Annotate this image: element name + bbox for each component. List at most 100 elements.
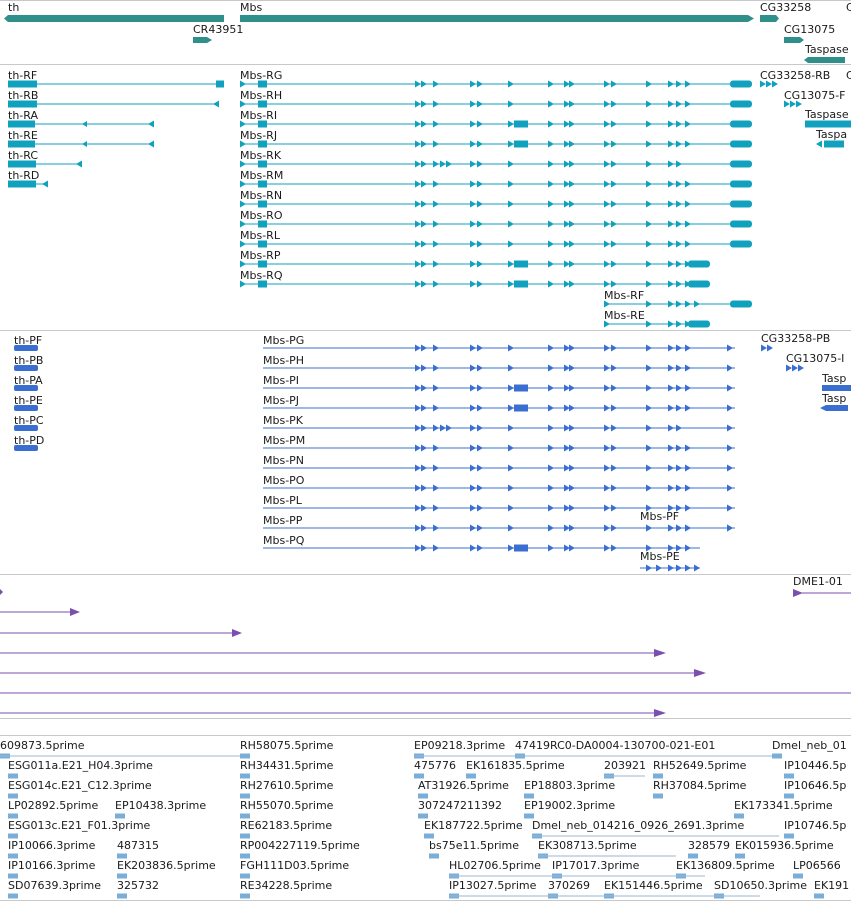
est-block[interactable] bbox=[8, 873, 18, 879]
exon-block[interactable] bbox=[258, 140, 267, 148]
est-block[interactable] bbox=[240, 833, 250, 839]
exon-block[interactable] bbox=[8, 160, 36, 168]
exon-arrow[interactable] bbox=[42, 180, 48, 188]
est-block[interactable] bbox=[240, 773, 250, 779]
exon-block[interactable] bbox=[258, 260, 267, 268]
est-block[interactable] bbox=[424, 833, 434, 839]
protein-block[interactable] bbox=[14, 365, 38, 371]
protein-block[interactable] bbox=[14, 345, 38, 351]
est-block[interactable] bbox=[466, 773, 476, 779]
exon-block[interactable] bbox=[258, 100, 267, 108]
protein-block[interactable] bbox=[514, 384, 528, 392]
est-block[interactable] bbox=[524, 813, 534, 819]
protein-block[interactable] bbox=[14, 405, 38, 411]
exon-arrow[interactable] bbox=[213, 100, 219, 108]
protein-block[interactable] bbox=[822, 385, 851, 391]
est-block[interactable] bbox=[688, 853, 698, 859]
est-block[interactable] bbox=[734, 813, 744, 819]
est-block[interactable] bbox=[117, 893, 127, 899]
est-block[interactable] bbox=[115, 813, 125, 819]
exon-arrow[interactable] bbox=[82, 141, 87, 147]
est-block[interactable] bbox=[429, 853, 439, 859]
protein-block[interactable] bbox=[14, 445, 38, 451]
exon-block[interactable] bbox=[514, 260, 528, 268]
exon-block[interactable] bbox=[8, 80, 37, 88]
est-block[interactable] bbox=[240, 893, 250, 899]
gene-taspase[interactable] bbox=[804, 57, 845, 63]
protein-block[interactable] bbox=[14, 425, 38, 431]
est-block[interactable] bbox=[8, 893, 18, 899]
exon-block[interactable] bbox=[730, 300, 752, 308]
exon-block[interactable] bbox=[258, 120, 267, 128]
gene-cg33258[interactable] bbox=[760, 15, 779, 22]
exon-block[interactable] bbox=[258, 220, 267, 228]
exon-block[interactable] bbox=[730, 100, 752, 108]
exon-block[interactable] bbox=[730, 240, 752, 248]
exon-block[interactable] bbox=[258, 240, 267, 248]
protein-arrow[interactable] bbox=[820, 405, 826, 411]
gene-mbs[interactable] bbox=[240, 15, 754, 22]
cdna-arrow[interactable] bbox=[793, 589, 803, 597]
exon-block[interactable] bbox=[258, 200, 267, 208]
est-block[interactable] bbox=[8, 793, 18, 799]
est-block[interactable] bbox=[784, 773, 794, 779]
exon-block[interactable] bbox=[824, 140, 844, 148]
protein-block[interactable] bbox=[514, 404, 528, 412]
est-block[interactable] bbox=[240, 753, 250, 759]
est-block[interactable] bbox=[735, 853, 745, 859]
protein-block[interactable] bbox=[826, 405, 848, 411]
cdna-arrow[interactable] bbox=[232, 629, 242, 637]
est-block[interactable] bbox=[414, 773, 424, 779]
exon-block[interactable] bbox=[688, 280, 710, 288]
est-block[interactable] bbox=[8, 833, 18, 839]
est-block[interactable] bbox=[240, 853, 250, 859]
exon-block[interactable] bbox=[514, 120, 528, 128]
exon-arrow[interactable] bbox=[148, 120, 154, 128]
exon-block[interactable] bbox=[8, 120, 35, 128]
exon-block[interactable] bbox=[514, 140, 528, 148]
exon-block[interactable] bbox=[8, 100, 37, 108]
est-block[interactable] bbox=[418, 793, 428, 799]
protein-block[interactable] bbox=[514, 544, 528, 552]
est-block[interactable] bbox=[418, 813, 428, 819]
exon-arrow[interactable] bbox=[82, 121, 87, 127]
est-block[interactable] bbox=[240, 873, 250, 879]
exon-block[interactable] bbox=[688, 260, 710, 268]
est-block[interactable] bbox=[117, 853, 127, 859]
cdna-arrow[interactable] bbox=[694, 669, 706, 677]
est-block[interactable] bbox=[814, 893, 824, 899]
exon-block[interactable] bbox=[730, 120, 752, 128]
est-block[interactable] bbox=[8, 813, 18, 819]
exon-arrow[interactable] bbox=[148, 140, 154, 148]
exon-arrow[interactable] bbox=[76, 160, 82, 168]
exon-arrow[interactable] bbox=[816, 140, 822, 148]
exon-block[interactable] bbox=[258, 280, 267, 288]
protein-block[interactable] bbox=[14, 385, 38, 391]
est-block[interactable] bbox=[117, 873, 127, 879]
est-block[interactable] bbox=[8, 853, 18, 859]
est-block[interactable] bbox=[793, 873, 803, 879]
est-block[interactable] bbox=[524, 793, 534, 799]
exon-block[interactable] bbox=[258, 160, 267, 168]
exon-block[interactable] bbox=[730, 180, 752, 188]
exon-block[interactable] bbox=[688, 320, 710, 328]
cdna-arrow[interactable] bbox=[654, 649, 666, 657]
exon-block[interactable] bbox=[8, 140, 35, 148]
exon-block[interactable] bbox=[730, 160, 752, 168]
est-block[interactable] bbox=[653, 793, 663, 799]
exon-block[interactable] bbox=[216, 80, 224, 88]
gene-th[interactable] bbox=[4, 15, 224, 22]
est-block[interactable] bbox=[653, 773, 663, 779]
exon-block[interactable] bbox=[805, 120, 851, 128]
est-block[interactable] bbox=[240, 793, 250, 799]
est-block[interactable] bbox=[784, 833, 794, 839]
exon-block[interactable] bbox=[514, 280, 528, 288]
exon-block[interactable] bbox=[8, 180, 36, 188]
exon-block[interactable] bbox=[258, 80, 267, 88]
cdna-arrow[interactable] bbox=[654, 709, 666, 717]
est-block[interactable] bbox=[8, 773, 18, 779]
exon-block[interactable] bbox=[730, 220, 752, 228]
est-block[interactable] bbox=[784, 793, 794, 799]
cdna-arrow[interactable] bbox=[70, 608, 80, 616]
exon-block[interactable] bbox=[730, 80, 752, 88]
